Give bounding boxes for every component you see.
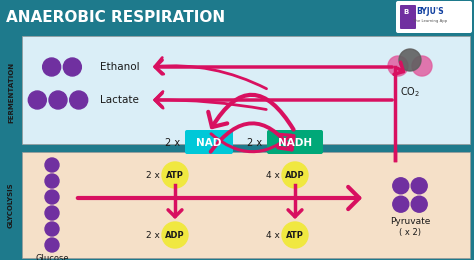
Text: 2 x: 2 x xyxy=(165,138,181,148)
Circle shape xyxy=(282,162,308,188)
Text: ADP: ADP xyxy=(285,171,305,179)
Circle shape xyxy=(64,58,82,76)
Circle shape xyxy=(412,56,432,76)
Text: ANAEROBIC RESPIRATION: ANAEROBIC RESPIRATION xyxy=(6,10,225,25)
Text: CO$_2$: CO$_2$ xyxy=(400,85,420,99)
Circle shape xyxy=(282,222,308,248)
Text: 2 x: 2 x xyxy=(146,171,160,179)
Text: 4 x: 4 x xyxy=(266,231,280,239)
Circle shape xyxy=(70,91,88,109)
FancyBboxPatch shape xyxy=(396,1,472,33)
FancyBboxPatch shape xyxy=(185,130,233,154)
FancyBboxPatch shape xyxy=(267,130,323,154)
Circle shape xyxy=(49,91,67,109)
Circle shape xyxy=(45,238,59,252)
Text: ATP: ATP xyxy=(286,231,304,239)
Circle shape xyxy=(43,58,61,76)
Text: Pyruvate: Pyruvate xyxy=(390,218,430,226)
FancyBboxPatch shape xyxy=(22,36,470,144)
Text: FERMENTATION: FERMENTATION xyxy=(8,61,14,122)
Circle shape xyxy=(399,49,421,71)
FancyBboxPatch shape xyxy=(400,5,416,29)
Circle shape xyxy=(162,162,188,188)
Circle shape xyxy=(45,206,59,220)
Text: B: B xyxy=(403,9,409,15)
Circle shape xyxy=(393,178,409,194)
Text: The Learning App: The Learning App xyxy=(413,19,447,23)
Circle shape xyxy=(411,196,427,212)
Text: BYJU'S: BYJU'S xyxy=(416,8,444,16)
Circle shape xyxy=(45,158,59,172)
Circle shape xyxy=(411,178,427,194)
Circle shape xyxy=(28,91,46,109)
FancyBboxPatch shape xyxy=(0,0,474,34)
Circle shape xyxy=(393,196,409,212)
Text: GLYCOLYSIS: GLYCOLYSIS xyxy=(8,182,14,228)
Text: NAD: NAD xyxy=(196,138,222,148)
Circle shape xyxy=(388,56,408,76)
Circle shape xyxy=(162,222,188,248)
Text: NADH: NADH xyxy=(278,138,312,148)
Circle shape xyxy=(45,222,59,236)
Text: Glucose: Glucose xyxy=(35,254,69,260)
Text: 4 x: 4 x xyxy=(266,171,280,179)
Text: 2 x: 2 x xyxy=(146,231,160,239)
FancyBboxPatch shape xyxy=(22,152,470,258)
Circle shape xyxy=(45,190,59,204)
Text: ATP: ATP xyxy=(166,171,184,179)
Text: ADP: ADP xyxy=(165,231,185,239)
Text: Lactate: Lactate xyxy=(100,95,139,105)
Text: 2 x: 2 x xyxy=(247,138,263,148)
Text: ( x 2): ( x 2) xyxy=(399,228,421,237)
Circle shape xyxy=(45,174,59,188)
Text: Ethanol: Ethanol xyxy=(100,62,140,72)
